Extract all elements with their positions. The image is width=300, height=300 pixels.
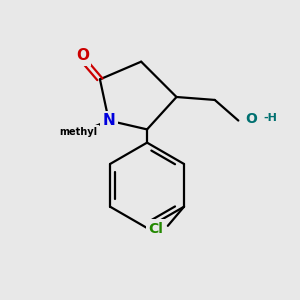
Text: O: O (246, 112, 257, 126)
Text: methyl: methyl (59, 127, 97, 137)
Text: O: O (76, 48, 89, 63)
Text: N: N (102, 113, 115, 128)
Text: Cl: Cl (148, 222, 164, 236)
Text: -H: -H (263, 113, 277, 123)
Text: methyl: methyl (70, 133, 74, 134)
